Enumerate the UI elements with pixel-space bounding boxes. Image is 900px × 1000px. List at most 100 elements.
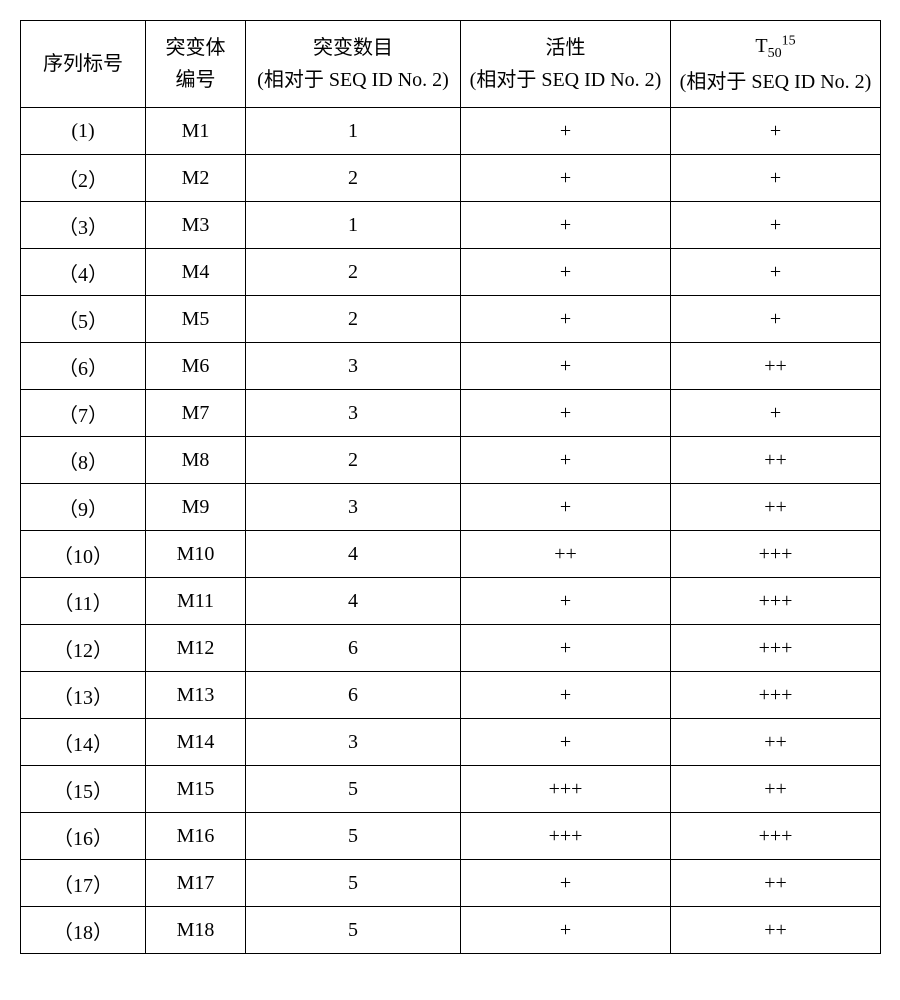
cell-mutant: M6 bbox=[146, 343, 246, 390]
table-row: （16）M165++++++ bbox=[21, 813, 881, 860]
cell-t50: ++ bbox=[671, 766, 881, 813]
cell-t50: ++ bbox=[671, 907, 881, 954]
table-row: (1)M11++ bbox=[21, 108, 881, 155]
cell-t50: ++ bbox=[671, 860, 881, 907]
cell-mutant: M1 bbox=[146, 108, 246, 155]
cell-activity: + bbox=[461, 155, 671, 202]
cell-activity: + bbox=[461, 249, 671, 296]
cell-t50: ++ bbox=[671, 437, 881, 484]
cell-t50: ++ bbox=[671, 719, 881, 766]
cell-mutant: M16 bbox=[146, 813, 246, 860]
cell-activity: + bbox=[461, 343, 671, 390]
cell-t50: + bbox=[671, 296, 881, 343]
table-row: （7）M73++ bbox=[21, 390, 881, 437]
cell-mutcount: 3 bbox=[246, 484, 461, 531]
cell-mutcount: 3 bbox=[246, 343, 461, 390]
cell-t50: +++ bbox=[671, 531, 881, 578]
cell-t50: ++ bbox=[671, 343, 881, 390]
cell-activity: + bbox=[461, 390, 671, 437]
cell-mutant: M13 bbox=[146, 672, 246, 719]
cell-seq: （5） bbox=[21, 296, 146, 343]
cell-mutant: M8 bbox=[146, 437, 246, 484]
table-row: （17）M175+++ bbox=[21, 860, 881, 907]
cell-mutant: M9 bbox=[146, 484, 246, 531]
cell-mutcount: 2 bbox=[246, 296, 461, 343]
cell-mutcount: 5 bbox=[246, 860, 461, 907]
cell-seq: （12） bbox=[21, 625, 146, 672]
cell-mutcount: 1 bbox=[246, 202, 461, 249]
cell-activity: + bbox=[461, 860, 671, 907]
cell-seq: （8） bbox=[21, 437, 146, 484]
cell-mutcount: 2 bbox=[246, 155, 461, 202]
cell-t50: + bbox=[671, 155, 881, 202]
col-header-activity: 活性(相对于 SEQ ID No. 2) bbox=[461, 21, 671, 108]
cell-seq: （18） bbox=[21, 907, 146, 954]
cell-t50: + bbox=[671, 202, 881, 249]
table-row: （4）M42++ bbox=[21, 249, 881, 296]
table-row: （8）M82+++ bbox=[21, 437, 881, 484]
cell-t50: ++ bbox=[671, 484, 881, 531]
table-row: （15）M155+++++ bbox=[21, 766, 881, 813]
table-row: （2）M22++ bbox=[21, 155, 881, 202]
cell-seq: （13） bbox=[21, 672, 146, 719]
cell-activity: + bbox=[461, 625, 671, 672]
cell-t50: + bbox=[671, 108, 881, 155]
cell-t50: +++ bbox=[671, 672, 881, 719]
cell-activity: + bbox=[461, 578, 671, 625]
table-row: （5）M52++ bbox=[21, 296, 881, 343]
cell-activity: +++ bbox=[461, 813, 671, 860]
col-header-mutant: 突变体编号 bbox=[146, 21, 246, 108]
cell-mutcount: 6 bbox=[246, 672, 461, 719]
table-row: （11）M114++++ bbox=[21, 578, 881, 625]
cell-mutcount: 2 bbox=[246, 249, 461, 296]
table-header-row: 序列标号 突变体编号 突变数目(相对于 SEQ ID No. 2) 活性(相对于… bbox=[21, 21, 881, 108]
cell-t50: +++ bbox=[671, 813, 881, 860]
cell-mutant: M4 bbox=[146, 249, 246, 296]
cell-mutant: M11 bbox=[146, 578, 246, 625]
table-row: （18）M185+++ bbox=[21, 907, 881, 954]
cell-seq: （4） bbox=[21, 249, 146, 296]
cell-mutcount: 2 bbox=[246, 437, 461, 484]
table-row: （12）M126++++ bbox=[21, 625, 881, 672]
cell-mutant: M14 bbox=[146, 719, 246, 766]
cell-mutant: M5 bbox=[146, 296, 246, 343]
cell-mutant: M2 bbox=[146, 155, 246, 202]
cell-mutant: M7 bbox=[146, 390, 246, 437]
cell-seq: （7） bbox=[21, 390, 146, 437]
col-header-t50: T5015(相对于 SEQ ID No. 2) bbox=[671, 21, 881, 108]
cell-mutcount: 5 bbox=[246, 813, 461, 860]
cell-t50: + bbox=[671, 390, 881, 437]
cell-mutcount: 4 bbox=[246, 531, 461, 578]
col-header-seq: 序列标号 bbox=[21, 21, 146, 108]
cell-seq: （3） bbox=[21, 202, 146, 249]
cell-activity: + bbox=[461, 672, 671, 719]
cell-seq: （2） bbox=[21, 155, 146, 202]
cell-mutcount: 3 bbox=[246, 390, 461, 437]
cell-mutant: M12 bbox=[146, 625, 246, 672]
cell-seq: （16） bbox=[21, 813, 146, 860]
table-body: (1)M11++（2）M22++（3）M31++（4）M42++（5）M52++… bbox=[21, 108, 881, 954]
cell-seq: （6） bbox=[21, 343, 146, 390]
cell-activity: ++ bbox=[461, 531, 671, 578]
cell-mutcount: 3 bbox=[246, 719, 461, 766]
cell-seq: （15） bbox=[21, 766, 146, 813]
table-row: （6）M63+++ bbox=[21, 343, 881, 390]
cell-activity: + bbox=[461, 484, 671, 531]
cell-t50: + bbox=[671, 249, 881, 296]
cell-mutant: M3 bbox=[146, 202, 246, 249]
cell-activity: +++ bbox=[461, 766, 671, 813]
cell-seq: （10） bbox=[21, 531, 146, 578]
cell-mutant: M18 bbox=[146, 907, 246, 954]
cell-t50: +++ bbox=[671, 578, 881, 625]
cell-seq: (1) bbox=[21, 108, 146, 155]
table-row: （14）M143+++ bbox=[21, 719, 881, 766]
cell-mutant: M15 bbox=[146, 766, 246, 813]
table-row: （9）M93+++ bbox=[21, 484, 881, 531]
cell-mutcount: 6 bbox=[246, 625, 461, 672]
cell-activity: + bbox=[461, 202, 671, 249]
cell-mutcount: 5 bbox=[246, 766, 461, 813]
cell-activity: + bbox=[461, 907, 671, 954]
cell-activity: + bbox=[461, 719, 671, 766]
cell-activity: + bbox=[461, 108, 671, 155]
cell-mutant: M17 bbox=[146, 860, 246, 907]
